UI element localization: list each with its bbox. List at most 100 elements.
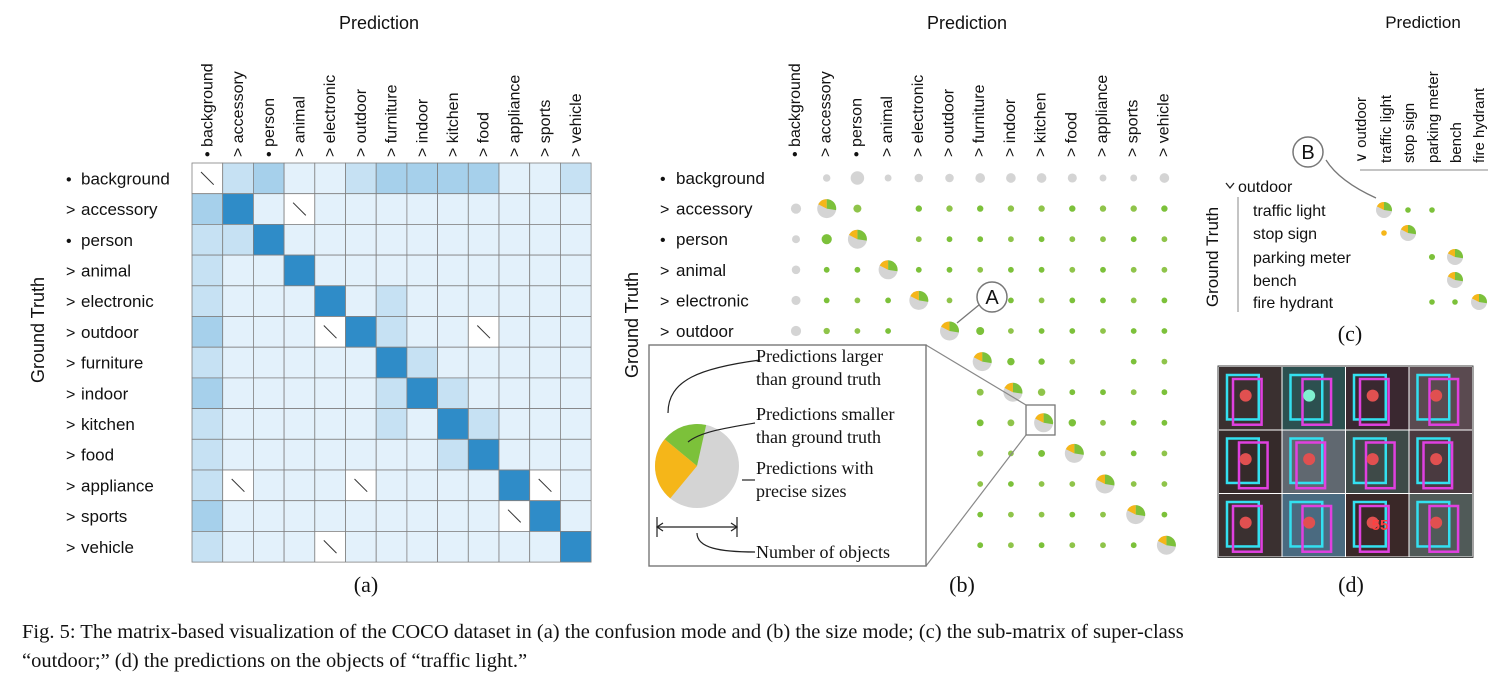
- size-dot: [1130, 205, 1137, 212]
- panel-a-row-marker: >: [66, 325, 75, 342]
- confusion-cell: [252, 193, 285, 225]
- ground-truth-box-magenta: [1237, 441, 1269, 490]
- sub-size-pie-smaller: [1447, 272, 1455, 280]
- sub-size-pie-larger: [1455, 272, 1463, 282]
- confusion-cell: [222, 531, 254, 563]
- confusion-cell: [406, 254, 438, 287]
- panel-a-row-labels: • background > accessory • person > animal > elec…: [66, 169, 170, 556]
- confusion-cell: [222, 316, 254, 348]
- panel-a-row-label: furniture: [81, 354, 143, 373]
- confusion-cell: [529, 500, 561, 532]
- confusion-cell: [529, 408, 561, 440]
- confusion-cell: [437, 193, 469, 225]
- legend-larger-text: Predictions larger than ground truth: [756, 346, 888, 389]
- confusion-cell: [406, 346, 438, 379]
- panel-a-ground-truth-title: Ground Truth: [28, 277, 48, 383]
- panel-b-column-labels: • background > accessory • person > animal >…: [787, 63, 1172, 157]
- signal-lamp: [1303, 453, 1316, 466]
- size-dot: [915, 205, 922, 212]
- panel-b-row-label: accessory: [676, 200, 753, 219]
- panel-b-row-label: electronic: [676, 291, 749, 310]
- confusion-cell: [560, 193, 592, 225]
- size-dot: [1161, 511, 1168, 518]
- confusion-cell: [252, 469, 285, 502]
- confusion-cell: [406, 223, 438, 256]
- size-dot: [1100, 511, 1106, 518]
- confusion-cell: [314, 438, 346, 471]
- sub-size-pie-larger: [1408, 225, 1416, 235]
- confusion-cell: [529, 346, 561, 379]
- size-dot: [914, 173, 924, 183]
- panel-a-row-label: accessory: [81, 200, 158, 219]
- sub-size-pie: [1471, 294, 1487, 310]
- panel-a-col-label: > outdoor: [353, 88, 370, 157]
- empty-cell-slash: [231, 478, 245, 493]
- size-dot: [1130, 389, 1137, 396]
- sub-size-pie: [1376, 202, 1392, 218]
- size-dot: [1008, 328, 1014, 334]
- confusion-cell: [406, 531, 438, 563]
- image-grid-border: [1217, 365, 1474, 558]
- panel-a-row-label: sports: [81, 507, 127, 526]
- empty-cell-slash: [292, 202, 307, 216]
- size-dot: [1161, 450, 1168, 457]
- size-dot: [1034, 413, 1054, 433]
- confusion-cell: [283, 346, 316, 379]
- confusion-cell: [222, 162, 254, 195]
- confusion-cell: [345, 193, 377, 225]
- confusion-cell: [252, 285, 285, 317]
- panel-b-col-label: > indoor: [1002, 98, 1019, 157]
- panel-b-ground-truth-title: Ground Truth: [622, 272, 642, 378]
- panel-a-label: (a): [354, 572, 378, 597]
- confusion-cell: [375, 408, 408, 440]
- empty-cell-slash: [476, 325, 491, 339]
- sub-size-dot: [1405, 207, 1411, 213]
- panel-a-col-label: > electronic: [322, 75, 339, 157]
- panel-c-col-label: traffic light: [1378, 94, 1395, 163]
- size-dot: [792, 235, 800, 244]
- size-dot: [915, 266, 922, 273]
- panel-b-row-marker: >: [660, 263, 669, 280]
- panel-a-row-label: vehicle: [81, 538, 134, 557]
- size-dot: [1130, 358, 1137, 365]
- ground-truth-box-magenta: [1428, 504, 1460, 553]
- size-dot-larger: [1166, 535, 1176, 547]
- size-dot-larger: [1012, 382, 1023, 394]
- confusion-cell: [314, 254, 346, 287]
- confusion-cell: [191, 346, 224, 379]
- size-dot: [885, 297, 891, 304]
- confusion-cell: [529, 285, 561, 317]
- legend-pie-larger: [664, 424, 707, 466]
- size-dot: [791, 295, 801, 305]
- confusion-cell: [375, 193, 408, 225]
- panel-a-col-label: > indoor: [414, 98, 431, 157]
- empty-cell-slash: [354, 478, 368, 493]
- confusion-cell: [437, 377, 469, 409]
- confusion-cell: [345, 438, 377, 471]
- confusion-cell: [529, 377, 561, 409]
- panel-a-row-marker: •: [66, 233, 72, 250]
- confusion-cell: [283, 223, 316, 256]
- size-dot: [791, 265, 801, 275]
- size-dot: [1003, 382, 1023, 402]
- size-dot: [850, 171, 865, 185]
- panel-c: Prediction ∨ outdoor traffic light stop si…: [1203, 13, 1488, 346]
- confusion-cell: [314, 193, 346, 225]
- sub-size-dot: [1452, 299, 1458, 305]
- outdoor-expand-icon[interactable]: [1225, 182, 1235, 190]
- size-dot-larger: [949, 321, 959, 333]
- signal-lamp: [1239, 389, 1252, 402]
- panel-b-prediction-title: Prediction: [927, 13, 1007, 33]
- confusion-cell: [222, 408, 254, 440]
- confusion-cell: [191, 531, 224, 563]
- panel-b-row-marker: •: [660, 171, 666, 188]
- callout-a-circle: [976, 281, 1008, 313]
- size-dot: [1100, 266, 1106, 273]
- size-dot: [1037, 388, 1046, 396]
- size-dot: [1130, 266, 1137, 273]
- panel-c-col-label: bench: [1448, 122, 1465, 163]
- confusion-cell: [252, 223, 285, 256]
- confusion-cell: [560, 254, 592, 287]
- confusion-cell: [375, 285, 408, 317]
- confusion-cell: [437, 408, 469, 440]
